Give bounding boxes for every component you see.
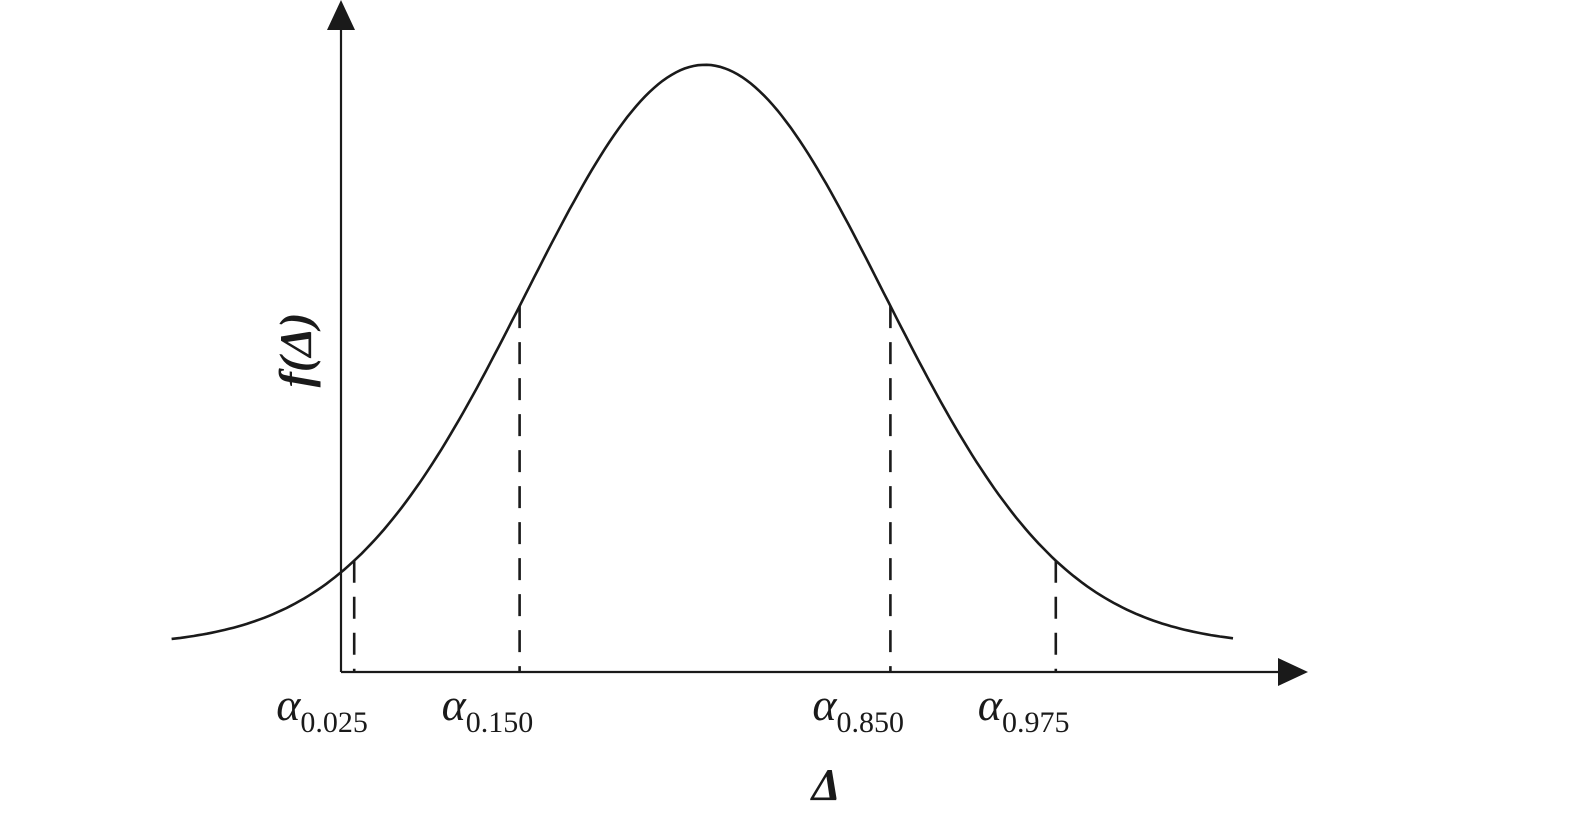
y-axis-arrow-icon (327, 0, 355, 30)
quantile-lines (352, 306, 1058, 672)
quantile-label-0.850: α0.850 (812, 679, 904, 739)
quantile-label-0.150: α0.150 (442, 679, 534, 739)
quantile-label-0.025: α0.025 (276, 679, 368, 739)
quantile-subscript-0.025: 0.025 (300, 706, 368, 739)
quantile-labels: α0.025 α0.150 α0.850 α0.975 (276, 679, 1069, 739)
quantile-label-0.975: α0.975 (978, 679, 1070, 739)
x-axis-title: Δ (810, 759, 841, 810)
y-axis-title: f(Δ) (270, 313, 321, 388)
quantile-subscript-0.975: 0.975 (1002, 706, 1070, 739)
quantile-subscript-0.850: 0.850 (837, 706, 905, 739)
density-curve (171, 63, 1234, 641)
quantile-subscript-0.150: 0.150 (466, 706, 533, 739)
x-axis-arrow-icon (1278, 658, 1308, 686)
